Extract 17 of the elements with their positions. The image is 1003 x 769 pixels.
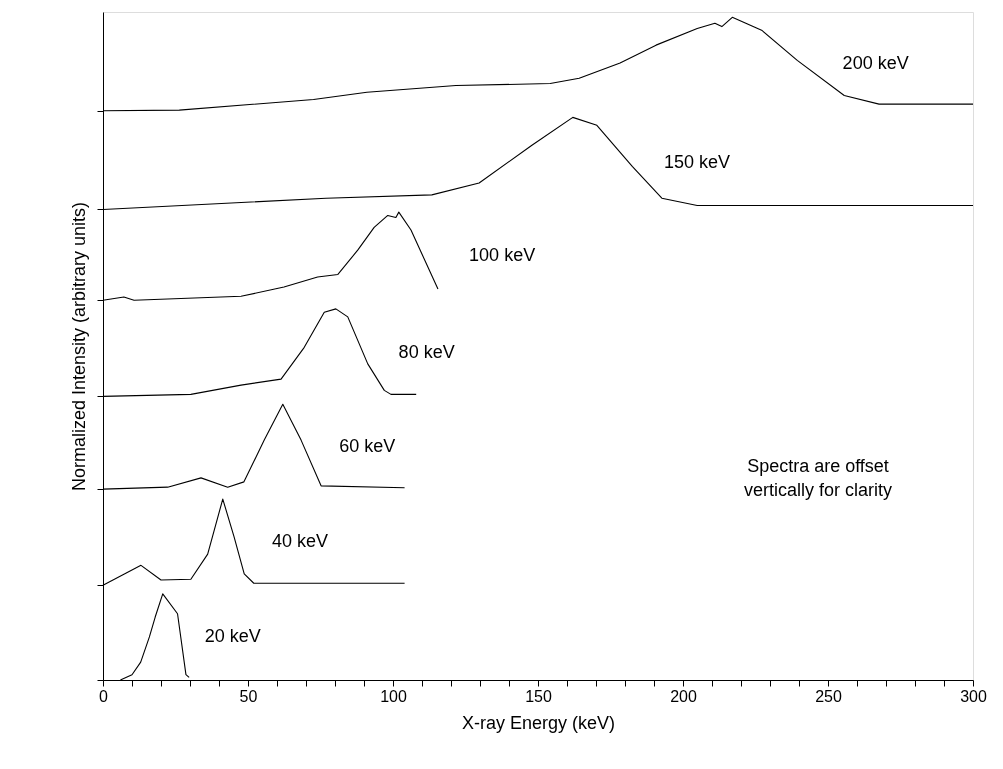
y-axis-title: Normalized Intensity (arbitrary units) [69,201,89,492]
x-tick-label: 50 [239,687,258,705]
x-tick-label: 0 [99,687,109,705]
x-tick-label: 200 [670,687,697,705]
x-axis-title: X-ray Energy (keV) [461,712,616,733]
x-tick-label: 300 [960,687,987,705]
annotation: Spectra are offset vertically for clarity [743,456,893,500]
series-label: 80 keV [398,341,455,362]
x-tick-label: 150 [525,687,552,705]
series-label: 150 keV [663,152,731,173]
series-label: 200 keV [842,53,909,74]
x-tick-label: 100 [380,687,407,705]
series-label: 60 keV [339,435,396,456]
text: 100 keV [469,245,536,266]
series-label: 20 keV [204,625,261,646]
x-tick-label: 250 [815,687,842,705]
series-label: 40 keV [271,531,328,552]
